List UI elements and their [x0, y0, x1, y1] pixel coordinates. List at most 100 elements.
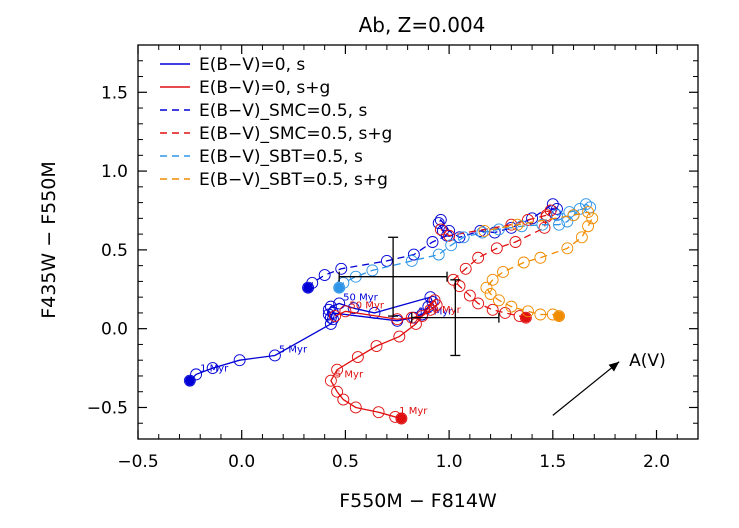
data-point — [409, 318, 422, 330]
data-point — [521, 213, 534, 226]
y-tick-label: 0.5 — [101, 241, 128, 261]
plot-frame — [137, 44, 699, 440]
start-point — [520, 312, 531, 323]
data-point — [395, 412, 408, 425]
data-point — [499, 306, 512, 319]
data-point — [335, 262, 348, 275]
data-point — [457, 231, 470, 244]
data-point — [331, 363, 344, 376]
data-point — [553, 310, 565, 323]
age-label: 5 Myr — [335, 370, 364, 381]
data-point — [302, 281, 315, 294]
data-point — [183, 374, 196, 387]
data-point — [480, 281, 493, 294]
x-axis-label: F550M − F814W — [339, 490, 497, 512]
x-tick-label: 1.0 — [436, 452, 463, 472]
age-label: 50 Myr — [343, 292, 378, 303]
data-point — [443, 225, 456, 237]
start-point — [184, 375, 195, 386]
data-point — [405, 254, 418, 267]
y-tick-label: −0.5 — [87, 398, 128, 418]
start-point — [554, 311, 565, 322]
data-point — [347, 302, 360, 315]
chart-title: Ab, Z=0.004 — [359, 13, 486, 37]
data-point — [484, 288, 497, 300]
data-point — [324, 374, 337, 387]
data-point — [333, 297, 346, 310]
data-point — [472, 251, 485, 264]
data-point — [393, 330, 406, 343]
age-label: 5 Myr — [279, 344, 308, 355]
data-point — [370, 340, 383, 352]
start-point — [396, 413, 407, 424]
data-point — [505, 300, 518, 313]
start-point — [334, 282, 345, 293]
age-label: 10 Myr — [426, 305, 461, 316]
data-point — [322, 303, 335, 316]
data-point — [544, 204, 557, 217]
data-point — [432, 217, 445, 230]
y-tick-label: 0.0 — [101, 320, 128, 340]
series-line — [484, 211, 593, 317]
series — [333, 198, 597, 294]
data-point — [575, 231, 588, 244]
legend-label: E(B−V)_SMC=0.5, s — [199, 101, 367, 121]
data-point — [459, 262, 472, 275]
data-point — [476, 226, 489, 239]
data-point — [424, 303, 437, 316]
annotations: A(V) — [338, 236, 666, 416]
data-point — [351, 351, 364, 363]
data-point — [509, 236, 522, 248]
data-point — [567, 209, 580, 222]
data-point — [372, 406, 385, 419]
data-point — [586, 212, 599, 225]
data-point — [478, 225, 491, 237]
data-point — [430, 299, 443, 311]
legend: E(B−V)=0, s E(B−V)=0, s+g E(B−V)_SMC=0.5, … — [160, 55, 392, 190]
reddening-arrowhead — [608, 361, 620, 372]
data-point — [521, 305, 534, 318]
x-tick-label: 2.0 — [643, 452, 670, 472]
data-point — [580, 198, 592, 211]
data-point — [486, 303, 499, 316]
legend-label: E(B−V)=0, s+g — [199, 78, 330, 98]
data-point — [561, 242, 574, 255]
x-tick-label: 1.5 — [539, 452, 566, 472]
legend-label: E(B−V)_SBT=0.5, s+g — [199, 170, 388, 190]
data-point — [366, 264, 379, 277]
data-point — [534, 308, 547, 321]
data-point — [472, 297, 485, 310]
data-point — [434, 213, 447, 226]
y-tick-label: 1.5 — [101, 83, 128, 103]
data-point — [511, 218, 524, 231]
data-point — [426, 236, 439, 248]
data-point — [407, 248, 420, 261]
age-label: 50 Myr — [349, 300, 384, 311]
data-point — [582, 220, 595, 233]
data-point — [582, 206, 595, 219]
data-point — [551, 209, 563, 222]
x-tick-label: 0.0 — [228, 452, 255, 472]
start-point — [303, 282, 314, 293]
y-axis-label: F435W − F550M — [38, 161, 60, 319]
data-point — [536, 218, 549, 231]
series-line — [440, 210, 552, 319]
data-point — [233, 354, 246, 367]
series — [478, 206, 599, 323]
age-label: 1 Myr — [200, 363, 229, 374]
data-point — [329, 310, 341, 323]
error-bar — [338, 236, 448, 317]
age-label: 1 Myr — [399, 406, 428, 417]
data-point — [492, 294, 505, 307]
data-point — [190, 368, 203, 381]
data-point — [497, 265, 509, 278]
series — [302, 198, 563, 294]
data-point — [519, 311, 532, 324]
data-point — [339, 305, 352, 318]
reddening-label: A(V) — [629, 351, 666, 371]
y-tick-label: 1.0 — [101, 162, 128, 182]
data-point — [337, 393, 350, 406]
data-point — [318, 269, 331, 282]
